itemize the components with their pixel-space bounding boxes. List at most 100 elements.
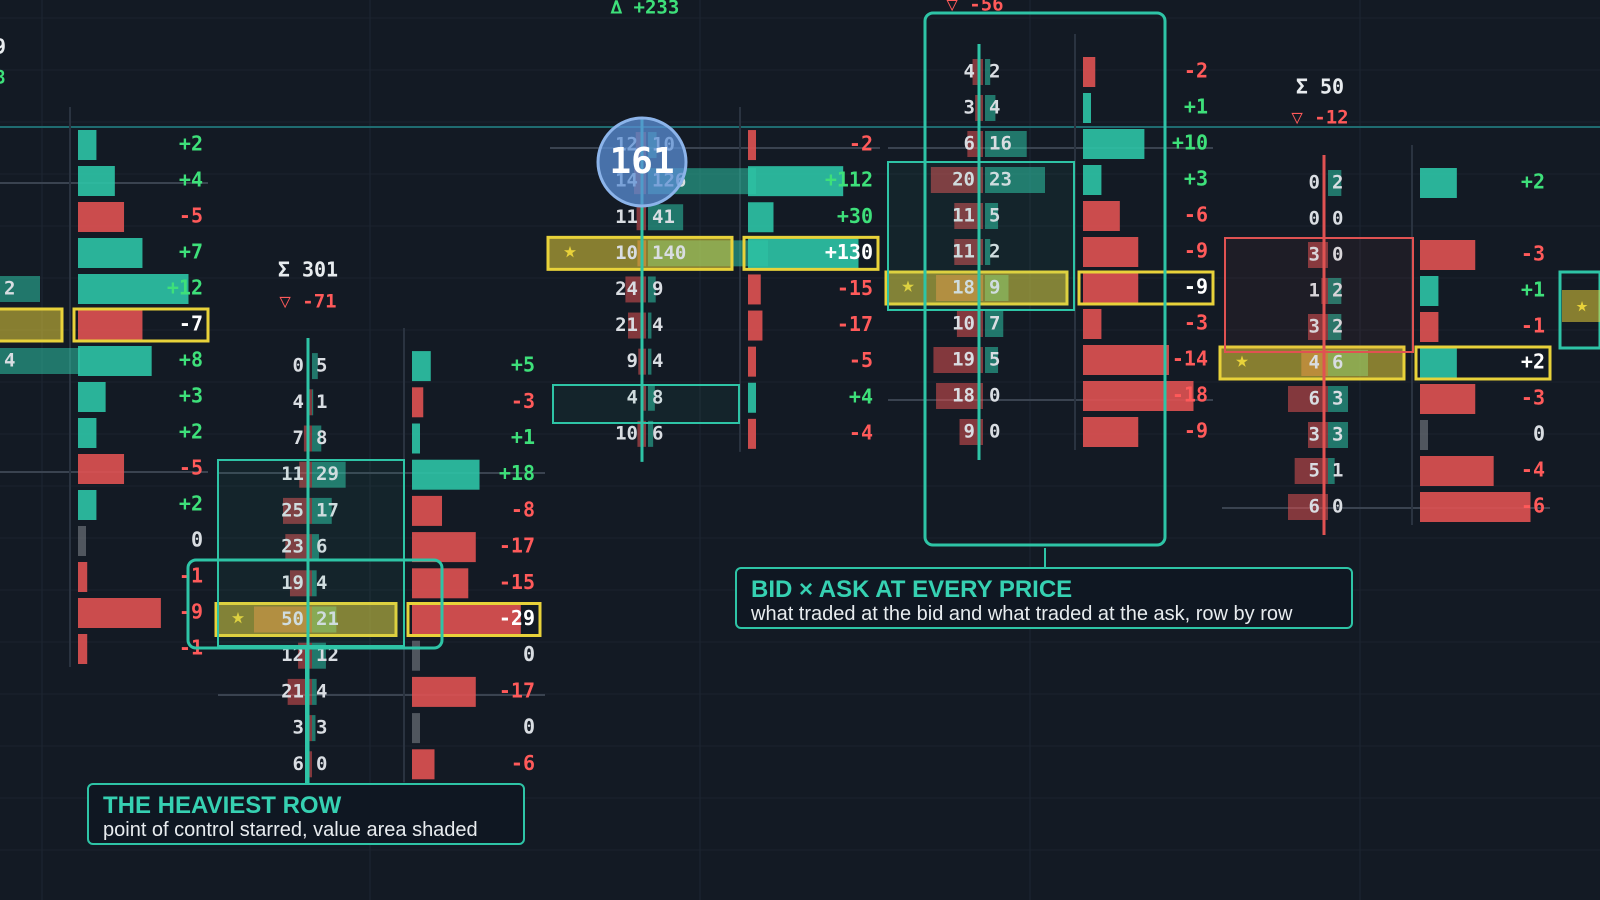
bid-value: 20 [952,169,975,191]
ask-bar [1328,422,1348,448]
ask-bar [985,347,999,373]
bid-value: 0 [1309,172,1320,194]
footprint-row: ★ 10 140 +130 [546,235,880,271]
footprint-row: 21 4 -17 [615,310,873,341]
ask-bar [648,204,684,231]
ask-value: 0 [1332,244,1343,266]
bid-value: 6 [1309,388,1320,410]
row-delta-value: -9 [1184,239,1208,263]
ask-value: 2 [4,278,15,300]
footprint-row: 0 5 +5 [293,351,535,382]
ask-value: 9 [989,277,1000,299]
poc-highlight [884,270,1069,306]
ask-value: 41 [652,206,675,228]
ask-value: 4 [652,314,663,336]
bid-value: 3 [1309,244,1320,266]
bid-value: 6 [964,133,975,155]
row-delta-value: +2 [179,420,203,444]
footprint-row: -1 [78,634,203,664]
ask-value: 4 [316,680,327,702]
poc-delta-highlight [1414,345,1552,381]
row-delta-value: +130 [825,240,873,264]
delta-bar [78,454,125,484]
delta-bar [78,382,106,412]
delta-bar [1420,384,1476,414]
row-delta-value: -3 [1184,311,1208,335]
ask-bar [312,425,322,452]
bid-value: 4 [964,61,975,83]
ask-value: 4 [316,572,327,594]
bid-value: 10 [615,422,638,444]
ask-bar [985,311,1004,337]
poc-star-icon: ★ [231,605,244,630]
footprint-row: 19 5 -14 [933,345,1208,375]
footprint-row: 4 8 +4 [627,382,873,413]
delta-bar [1083,345,1169,375]
footprint-row: 9 4 -5 [627,346,873,377]
ask-value: 21 [316,608,339,630]
row-delta-value: -3 [511,389,535,413]
ask-bar [312,497,332,524]
delta-bar [412,532,476,563]
row-delta-value: -2 [849,132,873,156]
ask-value: 0 [1332,496,1343,518]
ask-value: 140 [652,242,686,264]
poc-delta-highlight [72,307,210,343]
bid-bar [930,167,983,193]
row-delta-value: -9 [1184,419,1208,443]
row-delta-value: -17 [499,534,535,558]
bid-value: 25 [281,499,304,521]
row-delta-value: +2 [179,492,203,516]
callout-poc-title: THE HEAVIEST ROW [103,792,342,819]
delta-bar [748,166,844,197]
ask-bar [1328,170,1342,196]
ask-value: 4 [652,350,663,372]
ask-value: 2 [989,241,1000,263]
bid-bar [307,389,312,416]
overlays: ★ [186,11,1600,783]
bid-value: 7 [293,427,304,449]
footprint-row: 11 29 +18 [281,459,535,490]
footprint-row: 19 4 -15 [281,568,535,599]
cluster-delta-total: ▽ -71 [279,291,336,313]
delta-bar [412,459,480,490]
ask-bar [312,389,314,416]
bid-value: 4 [293,391,304,413]
footprint-row: 4 1 -3 [293,387,535,418]
bid-bar [289,570,312,597]
ask-bar [312,534,319,561]
bid-value: 19 [281,572,304,594]
callout-point-of-control: THE HEAVIEST ROW point of control starre… [87,783,525,845]
ask-bar [0,348,80,374]
ask-value: 5 [989,205,1000,227]
row-delta-value: +1 [511,425,535,449]
footprint-row: 6 0 -6 [1288,492,1545,522]
bid-bar [1294,458,1328,484]
ask-bar [648,348,652,375]
ask-value: 3 [1332,388,1343,410]
bid-value: 5 [1309,460,1320,482]
bid-ask-focus-box [923,11,1167,547]
poc-star-icon: ★ [563,238,576,263]
delta-bar [1420,240,1476,270]
footprint-row: 11 41 +30 [615,202,873,233]
ask-value: 0 [316,753,327,775]
ask-bar [1328,458,1335,484]
footprint-row: +7 [78,238,203,268]
bid-value: 4 [627,386,638,408]
delta-bar [78,562,88,592]
value-area-box [1224,237,1414,353]
ask-value: 4 [989,97,1000,119]
footprint-row: 11 5 -6 [952,201,1208,231]
bid-bar [933,347,983,373]
delta-bar [748,310,763,341]
delta-bar [1083,165,1102,195]
footprint-row: ★-7 [0,307,210,343]
cluster-total-volume: 9 [0,35,6,59]
next-cluster-poc [1562,290,1600,322]
bid-value: 50 [281,608,304,630]
footprint-row: 25 17 -8 [281,495,535,526]
value-area-box [217,459,405,647]
